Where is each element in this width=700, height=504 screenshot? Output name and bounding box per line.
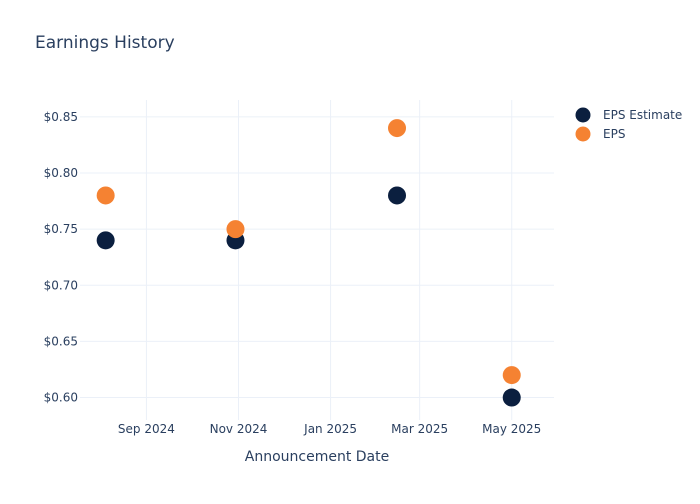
x-tick-label: Jan 2025 [303, 422, 357, 436]
x-tick-label: Sep 2024 [118, 422, 175, 436]
legend-label: EPS Estimate [603, 108, 682, 122]
data-point-eps [388, 119, 407, 138]
y-tick-label: $0.60 [44, 391, 78, 405]
y-tick-label: $0.80 [44, 166, 78, 180]
x-axis-title: Announcement Date [245, 449, 389, 465]
y-tick-label: $0.75 [44, 222, 78, 236]
legend-label: EPS [603, 127, 625, 141]
x-tick-label: Nov 2024 [210, 422, 268, 436]
y-tick-label: $0.65 [44, 334, 78, 348]
data-point-eps-estimate [388, 186, 407, 205]
x-tick-label: Mar 2025 [391, 422, 448, 436]
legend-marker [575, 107, 591, 123]
x-tick-label: May 2025 [482, 422, 541, 436]
legend-marker [575, 126, 591, 142]
data-point-eps [226, 220, 245, 239]
data-point-eps-estimate [96, 231, 115, 250]
data-point-eps [96, 186, 115, 205]
y-tick-label: $0.85 [44, 110, 78, 124]
chart-title: Earnings History [35, 33, 175, 53]
data-point-eps-estimate [502, 388, 521, 407]
y-tick-label: $0.70 [44, 278, 78, 292]
data-point-eps [502, 366, 521, 385]
